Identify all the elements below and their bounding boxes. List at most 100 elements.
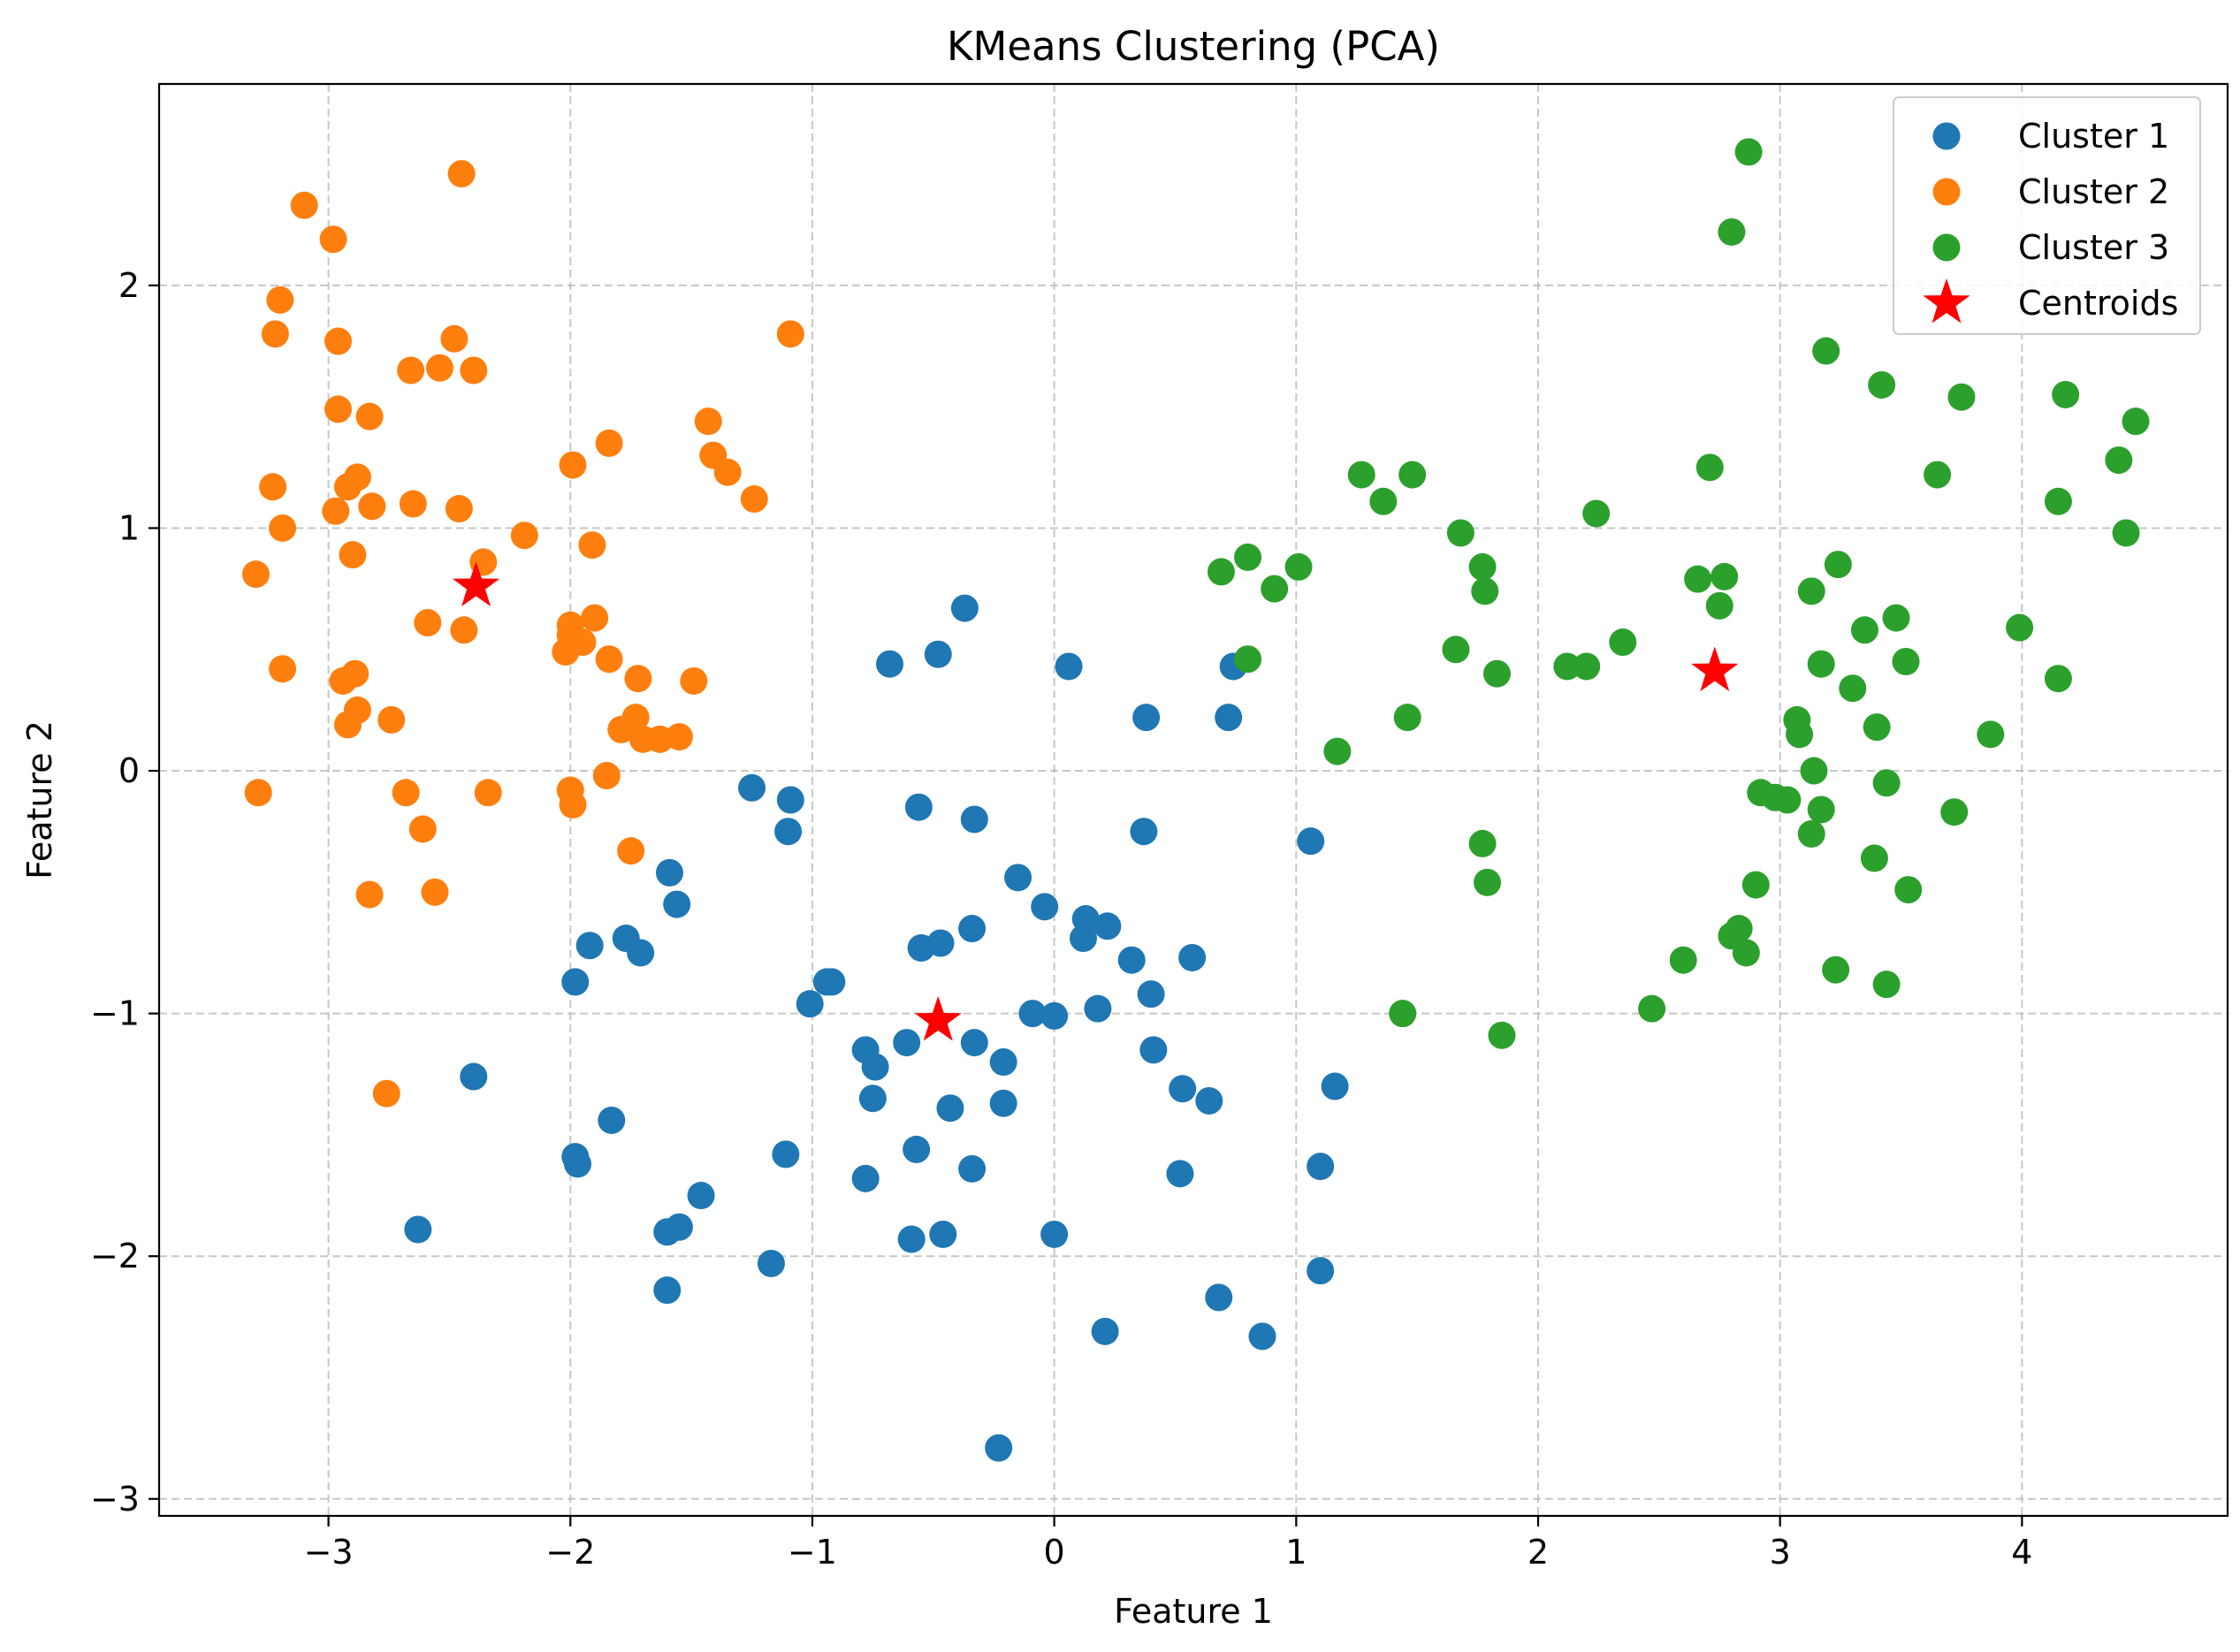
data-point (421, 878, 449, 906)
data-point (450, 616, 478, 644)
data-point (1446, 519, 1474, 547)
data-point (1824, 551, 1852, 579)
data-point (1892, 647, 1920, 675)
points-layer (241, 138, 2150, 1462)
data-point (259, 473, 287, 501)
legend-entries: Cluster 1 Cluster 2 Cluster 3 Centroids (1923, 117, 2178, 324)
data-point (1924, 461, 1952, 489)
data-point (269, 655, 297, 683)
data-point (1084, 994, 1112, 1023)
data-point (1850, 616, 1878, 644)
data-point (1284, 552, 1313, 581)
data-point (2044, 487, 2072, 515)
data-point (1872, 769, 1901, 797)
data-point (1040, 1220, 1069, 1248)
data-point (1710, 562, 1739, 590)
data-point (1004, 864, 1032, 892)
data-point (474, 779, 502, 807)
series-cluster-3 (1207, 138, 2150, 1049)
x-tick-label: 2 (1528, 1533, 1549, 1572)
data-point (1684, 565, 1712, 593)
data-point (1705, 591, 1733, 620)
centroid-marker (914, 995, 962, 1041)
data-point (1977, 720, 2005, 749)
y-tick-label: −1 (90, 994, 140, 1033)
data-point (408, 815, 437, 843)
data-point (2112, 519, 2140, 547)
data-point (595, 645, 623, 674)
data-point (1800, 757, 1828, 785)
legend-marker (1932, 233, 1961, 262)
data-point (653, 1276, 682, 1305)
series-cluster-2 (241, 160, 804, 1108)
y-axis-label: Feature 2 (20, 720, 59, 879)
data-point (592, 762, 621, 790)
data-point (1132, 704, 1161, 732)
data-point (772, 1140, 800, 1169)
data-point (269, 514, 297, 542)
data-point (1215, 704, 1243, 732)
data-point (1117, 946, 1146, 974)
data-point (713, 458, 742, 486)
data-point (333, 711, 362, 739)
data-point (1130, 818, 1158, 846)
data-point (392, 779, 420, 807)
data-point (598, 1106, 626, 1134)
x-tick-label: −2 (545, 1533, 595, 1572)
data-point (559, 790, 587, 818)
data-point (1839, 674, 1867, 703)
ticks-layer: −3 −2 −1 0 1 2 3 4 −3 −2 −1 0 1 2 (90, 266, 2032, 1572)
legend-label: Cluster 1 (2018, 117, 2169, 156)
data-point (1860, 844, 1888, 872)
data-point (1442, 636, 1470, 664)
data-point (575, 932, 604, 960)
data-point (397, 356, 425, 384)
data-point (1797, 577, 1825, 605)
data-point (1474, 868, 1502, 896)
data-point (1307, 1257, 1335, 1285)
data-point (1166, 1160, 1194, 1188)
data-point (774, 818, 803, 846)
data-point (241, 560, 270, 589)
data-point (1553, 652, 1581, 681)
x-tick-label: 3 (1770, 1533, 1791, 1572)
data-point (1323, 737, 1352, 765)
data-point (929, 1220, 957, 1248)
data-point (399, 490, 427, 518)
data-point (858, 1085, 887, 1113)
data-point (559, 451, 587, 479)
data-point (1468, 829, 1497, 857)
data-point (1139, 1036, 1168, 1064)
data-point (1031, 893, 1059, 921)
data-point (595, 429, 623, 457)
legend-marker (1932, 178, 1961, 206)
data-point (1638, 994, 1666, 1023)
data-point (324, 395, 353, 423)
data-point (776, 786, 804, 814)
data-point (1872, 971, 1901, 999)
data-point (552, 638, 580, 666)
legend-entry: Cluster 3 (1932, 228, 2169, 267)
data-point (757, 1249, 785, 1277)
x-axis-label: Feature 1 (1114, 1592, 1273, 1631)
data-point (1169, 1075, 1197, 1103)
y-tick-label: 0 (118, 751, 140, 790)
data-point (861, 1053, 889, 1081)
x-tick-label: 4 (2011, 1533, 2032, 1572)
data-point (876, 650, 904, 678)
data-point (1582, 499, 1611, 528)
data-point (404, 1215, 432, 1244)
data-point (1741, 871, 1770, 899)
data-point (578, 531, 606, 560)
data-point (950, 594, 979, 622)
data-point (2006, 613, 2034, 642)
data-point (1471, 577, 1499, 605)
data-point (960, 1029, 988, 1057)
data-point (324, 327, 353, 355)
data-point (1797, 819, 1825, 848)
legend-label: Cluster 2 (2018, 172, 2169, 211)
data-point (738, 773, 766, 802)
chart-title: KMeans Clustering (PCA) (947, 23, 1440, 70)
data-point (989, 1048, 1017, 1077)
data-point (1468, 552, 1497, 581)
